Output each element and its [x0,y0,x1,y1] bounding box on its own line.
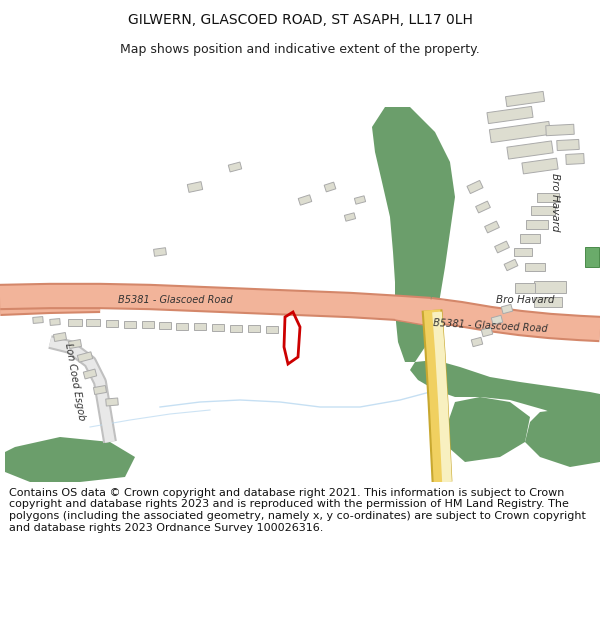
Bar [507,141,553,159]
Bar [487,106,533,124]
Bar [467,181,483,194]
Bar [520,234,540,242]
Bar [505,91,545,107]
Bar [106,398,118,406]
Bar [546,124,574,136]
Bar [33,317,43,323]
Polygon shape [410,360,600,432]
Bar [355,196,365,204]
Bar [194,322,206,329]
Bar [68,319,82,326]
Bar [504,259,518,271]
Bar [344,213,356,221]
Bar [106,319,118,326]
Bar [212,324,224,331]
Bar [481,328,493,337]
Text: Bro Havard: Bro Havard [496,295,554,305]
Bar [176,322,188,329]
Bar [491,316,503,324]
Polygon shape [5,437,135,482]
Bar [522,158,558,174]
Bar [53,332,67,341]
Polygon shape [372,107,455,362]
Bar [485,221,499,233]
Bar [68,339,82,349]
Bar [585,247,599,267]
Bar [515,283,535,293]
Polygon shape [388,297,455,327]
Bar [86,319,100,326]
Bar [154,248,166,256]
Bar [50,319,60,326]
Bar [324,182,336,192]
Text: B5381 - Glascoed Road: B5381 - Glascoed Road [118,295,232,305]
Bar [557,139,579,151]
Bar [501,304,513,314]
Bar [142,321,154,328]
Bar [476,201,490,213]
Bar [94,386,107,394]
Bar [531,206,555,214]
Bar [526,219,548,229]
Text: B5381 - Glascoed Road: B5381 - Glascoed Road [433,318,547,334]
Bar [230,324,242,331]
Text: Contains OS data © Crown copyright and database right 2021. This information is : Contains OS data © Crown copyright and d… [9,488,586,532]
Polygon shape [525,407,600,467]
Bar [537,192,559,201]
Text: Lon Coed Esgob: Lon Coed Esgob [63,342,87,421]
Bar [83,369,97,379]
Polygon shape [448,397,530,462]
Bar [525,263,545,271]
Bar [298,195,312,205]
Bar [494,241,509,253]
Bar [534,297,562,307]
Bar [566,154,584,164]
Text: Map shows position and indicative extent of the property.: Map shows position and indicative extent… [120,42,480,56]
Bar [77,352,92,362]
Bar [159,321,171,329]
Bar [248,324,260,331]
Bar [534,281,566,293]
Bar [266,326,278,332]
Text: Bro Havard: Bro Havard [550,173,560,231]
Bar [490,121,551,142]
Bar [124,321,136,328]
Bar [228,162,242,172]
Bar [514,248,532,256]
Bar [471,338,483,347]
Bar [187,182,203,192]
Text: GILWERN, GLASCOED ROAD, ST ASAPH, LL17 0LH: GILWERN, GLASCOED ROAD, ST ASAPH, LL17 0… [128,13,472,27]
